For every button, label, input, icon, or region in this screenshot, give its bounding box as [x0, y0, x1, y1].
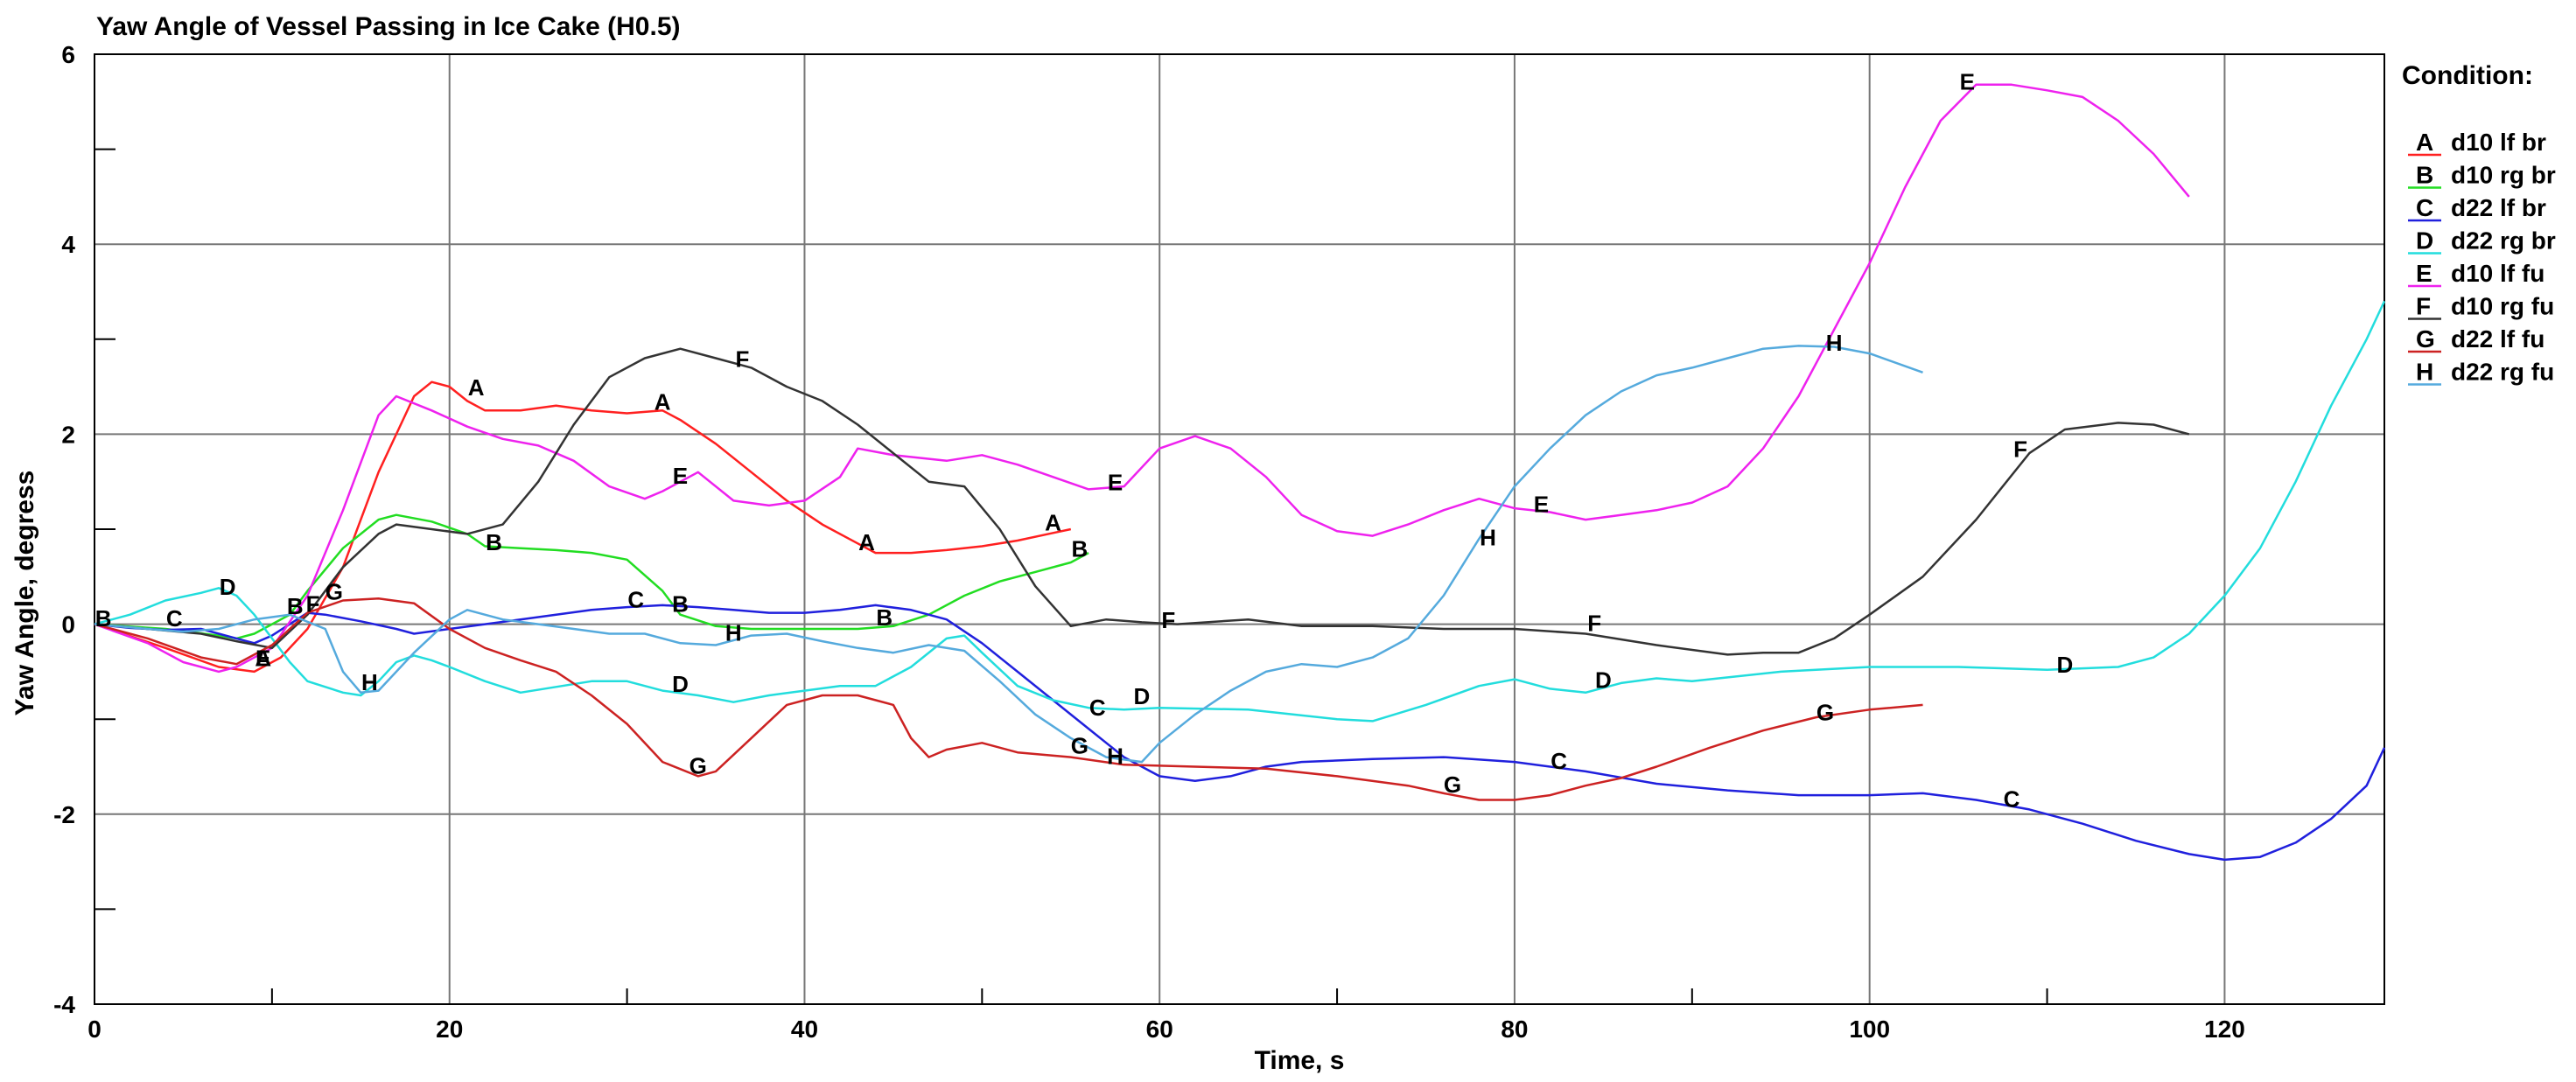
series-marker-c: C [1550, 748, 1567, 774]
series-line-c [94, 604, 2386, 862]
series-line-g [94, 597, 1923, 801]
legend-label-f: d10 rg fu [2451, 293, 2554, 320]
series-marker-f: F [1161, 607, 1175, 633]
chart-title: Yaw Angle of Vessel Passing in Ice Cake … [96, 12, 681, 41]
series-marker-c: C [1089, 695, 1106, 721]
x-tick-label: 0 [88, 1016, 102, 1043]
series-marker-a: A [1045, 509, 1061, 535]
series-line-e [94, 83, 2190, 674]
legend-letter-h: H [2416, 359, 2433, 386]
y-tick-label: 4 [61, 231, 75, 258]
series-marker-d: D [672, 671, 689, 697]
series-marker-a: A [468, 374, 485, 401]
legend-label-b: d10 rg br [2451, 162, 2556, 189]
legend-letter-f: F [2416, 293, 2431, 320]
axes: 0 20 40 60 80 100 120 -4 -2 0 2 4 6 [53, 41, 2385, 1043]
series-marker-g: G [326, 579, 343, 605]
y-tick-label: 6 [61, 41, 75, 68]
series-lines [94, 83, 2386, 862]
series-marker-d: D [220, 574, 236, 600]
series-marker-c: C [627, 586, 644, 612]
legend-letter-g: G [2416, 325, 2435, 353]
y-tick-label: 2 [61, 421, 75, 448]
legend-label-c: d22 lf br [2451, 194, 2546, 221]
series-line-h [94, 345, 1923, 764]
series-marker-d: D [1134, 683, 1151, 709]
legend-label-a: d10 lf br [2451, 129, 2546, 156]
series-marker-b: B [486, 529, 502, 555]
x-axis-label: Time, s [1255, 1046, 1345, 1075]
x-tick-label: 120 [2204, 1016, 2245, 1043]
series-marker-a: A [255, 646, 271, 672]
legend-letter-d: D [2416, 227, 2433, 255]
series-marker-d: D [2056, 652, 2073, 678]
series-marker-g: G [1816, 700, 1834, 726]
series-marker-e: E [673, 463, 688, 489]
grid [94, 54, 2384, 1004]
series-marker-a: A [858, 529, 875, 555]
series-marker-a: A [654, 388, 671, 415]
x-tick-label: 20 [436, 1016, 463, 1043]
series-line-d [94, 300, 2386, 722]
series-marker-f: F [306, 591, 320, 618]
series-line-b [94, 513, 1089, 640]
series-marker-f: F [736, 346, 750, 373]
series-marker-h: H [1107, 743, 1124, 769]
y-tick-label: -4 [53, 991, 75, 1018]
x-tick-label: 60 [1146, 1016, 1173, 1043]
series-marker-e: E [1960, 68, 1975, 94]
series-line-a [94, 380, 1072, 674]
series-marker-e: E [1108, 470, 1123, 496]
series-marker-c: C [166, 605, 183, 632]
series-marker-b: B [287, 593, 304, 619]
y-axis-label: Yaw Angle, degress [10, 471, 39, 716]
series-marker-g: G [1071, 733, 1088, 759]
legend-label-d: d22 rg br [2451, 227, 2556, 255]
series-marker-b: B [672, 591, 689, 618]
series-marker-b: B [876, 604, 892, 631]
y-tick-label: 0 [61, 611, 75, 639]
y-tick-label: -2 [53, 801, 75, 828]
series-marker-h: H [725, 619, 742, 646]
legend-letter-b: B [2416, 162, 2433, 189]
series-marker-g: G [1444, 771, 1461, 798]
legend-label-g: d22 lf fu [2451, 325, 2544, 353]
legend-letter-c: C [2416, 194, 2433, 221]
series-marker-h: H [1826, 330, 1843, 356]
series-marker-b: B [1072, 536, 1088, 562]
series-marker-e: E [1534, 492, 1549, 518]
series-marker-f: F [2013, 436, 2027, 463]
series-marker-g: G [690, 752, 707, 778]
series-marker-h: H [1480, 525, 1496, 551]
series-marker-f: F [1587, 610, 1601, 636]
legend-letter-e: E [2416, 260, 2432, 287]
series-marker-d: D [1595, 667, 1612, 694]
legend-title: Condition: [2402, 61, 2533, 90]
legend-letter-a: A [2416, 129, 2433, 156]
series-marker-c: C [2004, 785, 2020, 812]
series-marker-h: H [361, 669, 378, 695]
x-tick-label: 40 [791, 1016, 818, 1043]
legend-label-h: d22 rg fu [2451, 359, 2554, 386]
series-marker-b: B [95, 605, 112, 632]
series-line-f [94, 347, 2190, 656]
x-tick-label: 80 [1501, 1016, 1528, 1043]
series-marker-e: E [256, 646, 270, 672]
legend-label-e: d10 lf fu [2451, 260, 2544, 287]
x-tick-label: 100 [1849, 1016, 1890, 1043]
